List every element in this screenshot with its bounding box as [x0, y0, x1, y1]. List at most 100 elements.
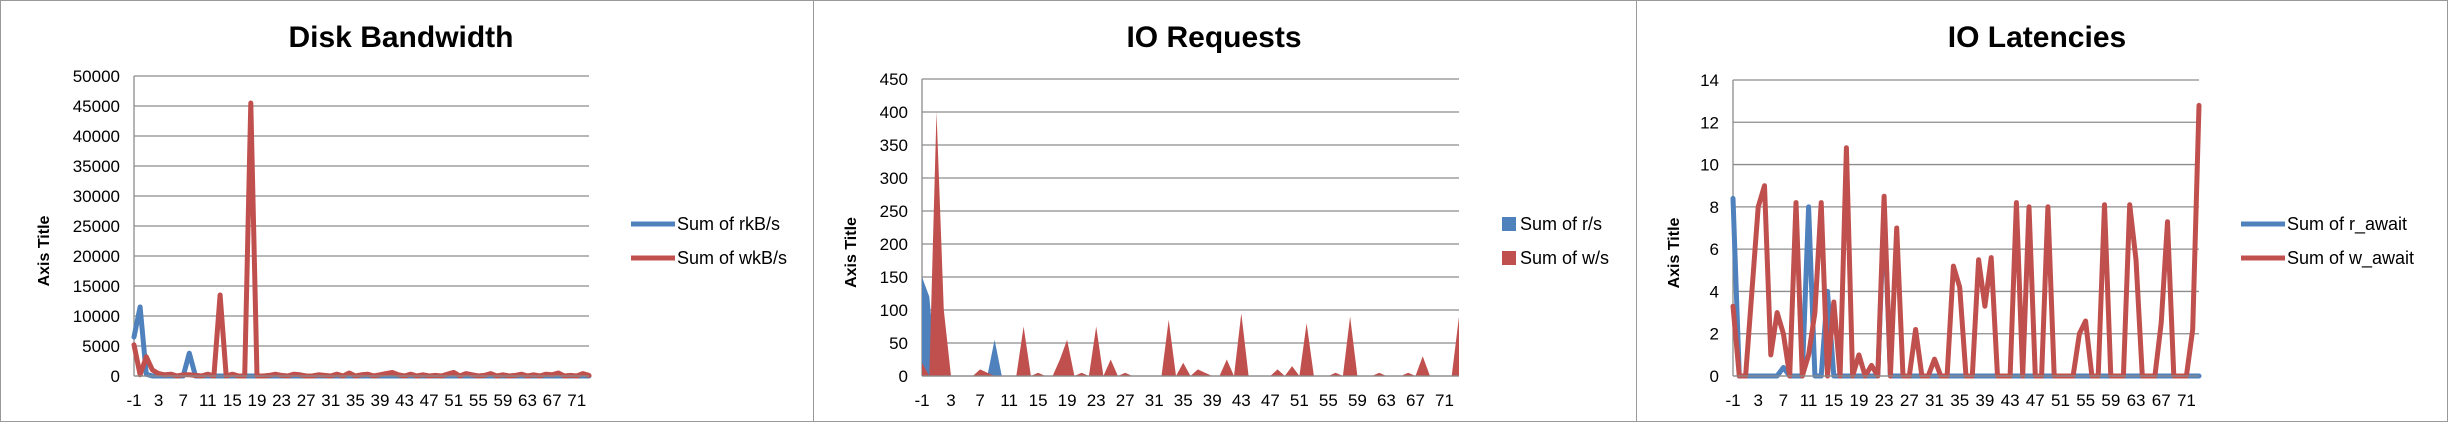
y-tick-label: 20000 — [73, 247, 120, 266]
io-latencies-chart: IO Latencies 0 2 4 6 8 10 12 14 Axis Title -1 3 7 1 1 1… — [1666, 21, 2414, 410]
y-tick-label: 350 — [880, 136, 908, 155]
y-tick-label: 10 — [1700, 156, 1719, 175]
y-tick-label: 35000 — [73, 157, 120, 176]
y-tick-label: 5000 — [82, 337, 120, 356]
series-line — [131, 304, 592, 379]
x-tick-label: 23 — [272, 391, 291, 410]
y-tick-label: 50 — [889, 334, 908, 353]
y-tick-label: 450 — [880, 70, 908, 89]
x-tick-label: 23 — [1875, 391, 1894, 410]
x-tick-label: 43 — [395, 391, 414, 410]
io-requests-chart-panel: IO Requests 0 50 100 150 200 250 300 350 400 450 Ax… — [813, 0, 1638, 422]
y-tick-label: 50000 — [73, 67, 120, 86]
x-tick-label: 59 — [2101, 391, 2120, 410]
legend-label: Sum of r_await — [2287, 214, 2407, 235]
x-tick-label: 3 — [946, 391, 955, 410]
disk-bandwidth-chart-panel: Disk Bandwidth 0 5000 10000 15000 20000 25000 3… — [0, 0, 815, 422]
x-tick-label: -1 — [1725, 391, 1740, 410]
x-tick-label: 35 — [1174, 391, 1193, 410]
y-tick-label: 0 — [111, 367, 120, 386]
x-tick-label: 15 — [223, 391, 242, 410]
legend-marker — [1502, 251, 1516, 265]
y-tick-label: 2 — [1710, 325, 1719, 344]
x-tick-label: 51 — [1290, 391, 1309, 410]
legend-label: Sum of w/s — [1520, 248, 1609, 268]
x-tick-label: 31 — [321, 391, 340, 410]
x-tick-label: 71 — [567, 391, 586, 410]
x-tick-label: 39 — [1203, 391, 1222, 410]
x-tick-label: 47 — [420, 391, 439, 410]
y-tick-label: 12 — [1700, 113, 1719, 132]
x-tick-label: 27 — [1116, 391, 1135, 410]
x-tick-label: 39 — [370, 391, 389, 410]
y-tick-label: 400 — [880, 103, 908, 122]
x-tick-label: 67 — [2152, 391, 2171, 410]
x-tick-label: 47 — [2026, 391, 2045, 410]
legend-label: Sum of w_await — [2287, 248, 2414, 269]
x-tick-label: 71 — [2177, 391, 2196, 410]
y-tick-label: 30000 — [73, 187, 120, 206]
y-axis-title: Axis Title — [843, 217, 860, 288]
x-tick-label: 11 — [1800, 391, 1818, 410]
y-tick-label: 0 — [1710, 367, 1719, 386]
disk-bandwidth-chart: Disk Bandwidth 0 5000 10000 15000 20000 25000 3… — [36, 21, 787, 410]
x-tick-label: 19 — [248, 391, 267, 410]
x-tick-label: 31 — [1925, 391, 1944, 410]
x-tick-label: 51 — [444, 391, 463, 410]
x-tick-label: 55 — [469, 391, 488, 410]
x-tick-label: 55 — [2076, 391, 2095, 410]
y-tick-label: 45000 — [73, 97, 120, 116]
x-tick-label: 47 — [1261, 391, 1280, 410]
x-tick-label: 27 — [1900, 391, 1919, 410]
x-tick-label: 15 — [1029, 391, 1048, 410]
x-tick-label: 63 — [2127, 391, 2146, 410]
io-requests-chart: IO Requests 0 50 100 150 200 250 300 350 400 450 Ax… — [843, 21, 1609, 410]
y-tick-label: 200 — [880, 235, 908, 254]
x-tick-label: 39 — [1975, 391, 1994, 410]
y-tick-label: 300 — [880, 169, 908, 188]
x-tick-label: 3 — [1753, 391, 1762, 410]
x-tick-label: -1 — [126, 391, 141, 410]
x-tick-label: 63 — [1377, 391, 1396, 410]
chart-title: IO Requests — [1126, 21, 1301, 54]
x-tick-label: 59 — [493, 391, 512, 410]
y-tick-label: 25000 — [73, 217, 120, 236]
y-tick-label: 100 — [880, 301, 908, 320]
chart-title: Disk Bandwidth — [288, 21, 513, 54]
y-tick-label: 6 — [1710, 240, 1719, 259]
y-tick-label: 4 — [1710, 282, 1719, 301]
x-tick-label: 43 — [1232, 391, 1251, 410]
x-tick-label: 55 — [1319, 391, 1338, 410]
x-tick-label: 7 — [178, 391, 187, 410]
legend-marker — [1502, 217, 1516, 231]
x-tick-label: 15 — [1824, 391, 1843, 410]
legend-label: Sum of wkB/s — [677, 248, 787, 268]
x-tick-label: 27 — [297, 391, 316, 410]
y-tick-label: 8 — [1710, 198, 1719, 217]
chart-title: IO Latencies — [1948, 21, 2126, 54]
legend-label: Sum of rkB/s — [677, 214, 780, 234]
y-tick-label: 14 — [1700, 71, 1719, 90]
io-latencies-chart-panel: IO Latencies 0 2 4 6 8 10 12 14 Axis Title -1 3 7 1 1 1… — [1636, 0, 2448, 422]
x-tick-label: 19 — [1849, 391, 1868, 410]
x-tick-label: 59 — [1348, 391, 1367, 410]
y-tick-label: 40000 — [73, 127, 120, 146]
series-area — [922, 277, 1459, 376]
y-axis-title: Axis Title — [1666, 217, 1683, 288]
x-tick-label: 11 — [1000, 391, 1018, 410]
x-tick-label: 67 — [1406, 391, 1425, 410]
y-tick-label: 15000 — [73, 277, 120, 296]
x-tick-label: 67 — [543, 391, 562, 410]
x-tick-label: -1 — [914, 391, 929, 410]
x-tick-label: 51 — [2051, 391, 2070, 410]
series-line — [1730, 102, 2202, 379]
y-axis-title: Axis Title — [36, 215, 53, 286]
x-tick-label: 11 — [199, 391, 217, 410]
y-tick-label: 150 — [880, 268, 908, 287]
x-tick-label: 43 — [2001, 391, 2020, 410]
x-tick-label: 35 — [346, 391, 365, 410]
x-tick-label: 23 — [1087, 391, 1106, 410]
y-tick-label: 10000 — [73, 307, 120, 326]
x-tick-label: 35 — [1950, 391, 1969, 410]
